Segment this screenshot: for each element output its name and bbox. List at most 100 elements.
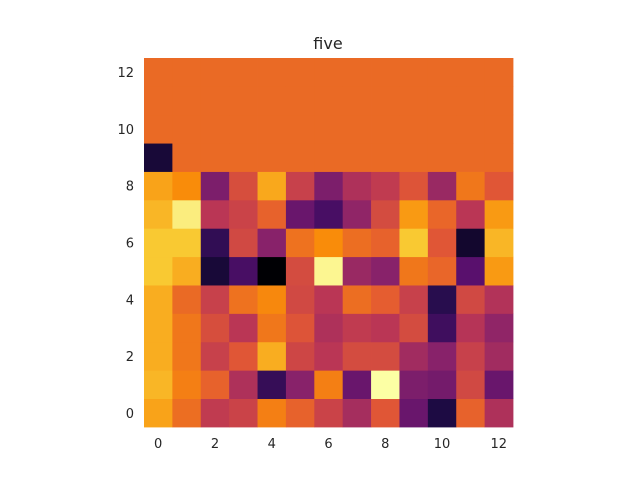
heatmap-cell-r8-c8: [371, 171, 400, 201]
heatmap-cell-r9-c7: [342, 143, 372, 172]
heatmap-cell-r5-c12: [484, 256, 514, 286]
heatmap-cell-r1-c9: [399, 370, 429, 400]
heatmap-cell-r11-c10: [427, 86, 457, 116]
x-tick-label: 10: [434, 437, 451, 452]
heatmap-cell-r7-c7: [342, 199, 372, 229]
heatmap-cell-r3-c12: [484, 313, 514, 343]
heatmap-cell-r2-c3: [229, 341, 258, 371]
heatmap-cell-r8-c9: [399, 171, 429, 201]
heatmap-cell-r1-c12: [484, 370, 514, 400]
heatmap-cell-r2-c10: [427, 341, 457, 371]
heatmap-cell-r5-c4: [257, 256, 287, 286]
heatmap-cell-r3-c3: [229, 313, 258, 343]
heatmap-cell-r3-c1: [172, 313, 202, 343]
heatmap-cell-r10-c3: [229, 114, 258, 144]
heatmap-cell-r12-c4: [257, 58, 287, 87]
heatmap-cell-r0-c3: [229, 398, 258, 428]
heatmap-cell-r4-c10: [427, 285, 457, 314]
heatmap-cell-r10-c8: [371, 114, 400, 144]
heatmap-cell-r8-c6: [314, 171, 344, 201]
heatmap-cell-r4-c1: [172, 285, 202, 314]
heatmap-cell-r7-c11: [456, 199, 486, 229]
heatmap-cell-r1-c2: [200, 370, 230, 400]
heatmap-cell-r1-c3: [229, 370, 258, 400]
heatmap-cell-r7-c4: [257, 199, 287, 229]
heatmap-cell-r1-c0: [144, 370, 173, 400]
heatmap-cell-r9-c10: [427, 143, 457, 172]
heatmap-cell-r6-c9: [399, 228, 429, 258]
heatmap-cell-r9-c0: [144, 143, 173, 172]
heatmap-cell-r11-c9: [399, 86, 429, 116]
heatmap-cell-r10-c7: [342, 114, 372, 144]
heatmap-cell-r11-c8: [371, 86, 400, 116]
heatmap-cell-r0-c1: [172, 398, 202, 428]
heatmap-cell-r5-c7: [342, 256, 372, 286]
heatmap-cell-r2-c8: [371, 341, 400, 371]
heatmap-cell-r6-c5: [285, 228, 315, 258]
heatmap-cell-r5-c3: [229, 256, 258, 286]
heatmap-cell-r1-c11: [456, 370, 486, 400]
heatmap-cell-r5-c2: [200, 256, 230, 286]
heatmap-cell-r10-c11: [456, 114, 486, 144]
heatmap-cell-r6-c11: [456, 228, 486, 258]
heatmap-cells: [144, 58, 514, 428]
heatmap-cell-r8-c10: [427, 171, 457, 201]
heatmap-cell-r0-c6: [314, 398, 344, 428]
heatmap-cell-r11-c11: [456, 86, 486, 116]
heatmap-cell-r12-c1: [172, 58, 202, 87]
heatmap-cell-r6-c7: [342, 228, 372, 258]
y-tick-label: 8: [126, 180, 134, 195]
heatmap-cell-r7-c2: [200, 199, 230, 229]
heatmap-cell-r4-c4: [257, 285, 287, 314]
heatmap-cell-r7-c6: [314, 199, 344, 229]
heatmap-cell-r0-c5: [285, 398, 315, 428]
heatmap-cell-r6-c4: [257, 228, 287, 258]
heatmap-cell-r4-c6: [314, 285, 344, 314]
heatmap-cell-r12-c6: [314, 58, 344, 87]
heatmap-cell-r1-c4: [257, 370, 287, 400]
heatmap-cell-r11-c2: [200, 86, 230, 116]
heatmap-cell-r7-c10: [427, 199, 457, 229]
heatmap-cell-r11-c7: [342, 86, 372, 116]
y-tick-label: 0: [126, 407, 134, 422]
heatmap-cell-r12-c5: [285, 58, 315, 87]
heatmap-cell-r9-c11: [456, 143, 486, 172]
heatmap-cell-r9-c5: [285, 143, 315, 172]
heatmap-cell-r10-c12: [484, 114, 514, 144]
heatmap-cell-r1-c10: [427, 370, 457, 400]
heatmap-cell-r6-c1: [172, 228, 202, 258]
heatmap-cell-r6-c10: [427, 228, 457, 258]
heatmap-cell-r4-c9: [399, 285, 429, 314]
heatmap-cell-r4-c3: [229, 285, 258, 314]
heatmap-cell-r12-c8: [371, 58, 400, 87]
heatmap-cell-r10-c10: [427, 114, 457, 144]
heatmap-cell-r12-c7: [342, 58, 372, 87]
heatmap-cell-r3-c5: [285, 313, 315, 343]
heatmap-cell-r2-c11: [456, 341, 486, 371]
heatmap-cell-r8-c4: [257, 171, 287, 201]
heatmap-cell-r8-c0: [144, 171, 173, 201]
y-tick-label: 4: [126, 293, 134, 308]
heatmap-cell-r0-c4: [257, 398, 287, 428]
heatmap-cell-r10-c2: [200, 114, 230, 144]
heatmap-cell-r9-c12: [484, 143, 514, 172]
heatmap-cell-r9-c9: [399, 143, 429, 172]
heatmap-cell-r0-c9: [399, 398, 429, 428]
heatmap-cell-r3-c8: [371, 313, 400, 343]
heatmap-cell-r7-c12: [484, 199, 514, 229]
x-tick-label: 12: [491, 437, 508, 452]
heatmap-cell-r8-c2: [200, 171, 230, 201]
heatmap-cell-r3-c2: [200, 313, 230, 343]
x-tick-label: 0: [154, 437, 162, 452]
x-tick-label: 6: [324, 437, 332, 452]
heatmap-cell-r12-c3: [229, 58, 258, 87]
heatmap-cell-r7-c1: [172, 199, 202, 229]
x-tick-label: 2: [211, 437, 219, 452]
heatmap-cell-r12-c12: [484, 58, 514, 87]
heatmap-cell-r1-c1: [172, 370, 202, 400]
heatmap-cell-r11-c1: [172, 86, 202, 116]
heatmap-cell-r1-c5: [285, 370, 315, 400]
y-tick-label: 6: [126, 237, 134, 252]
heatmap-cell-r3-c11: [456, 313, 486, 343]
